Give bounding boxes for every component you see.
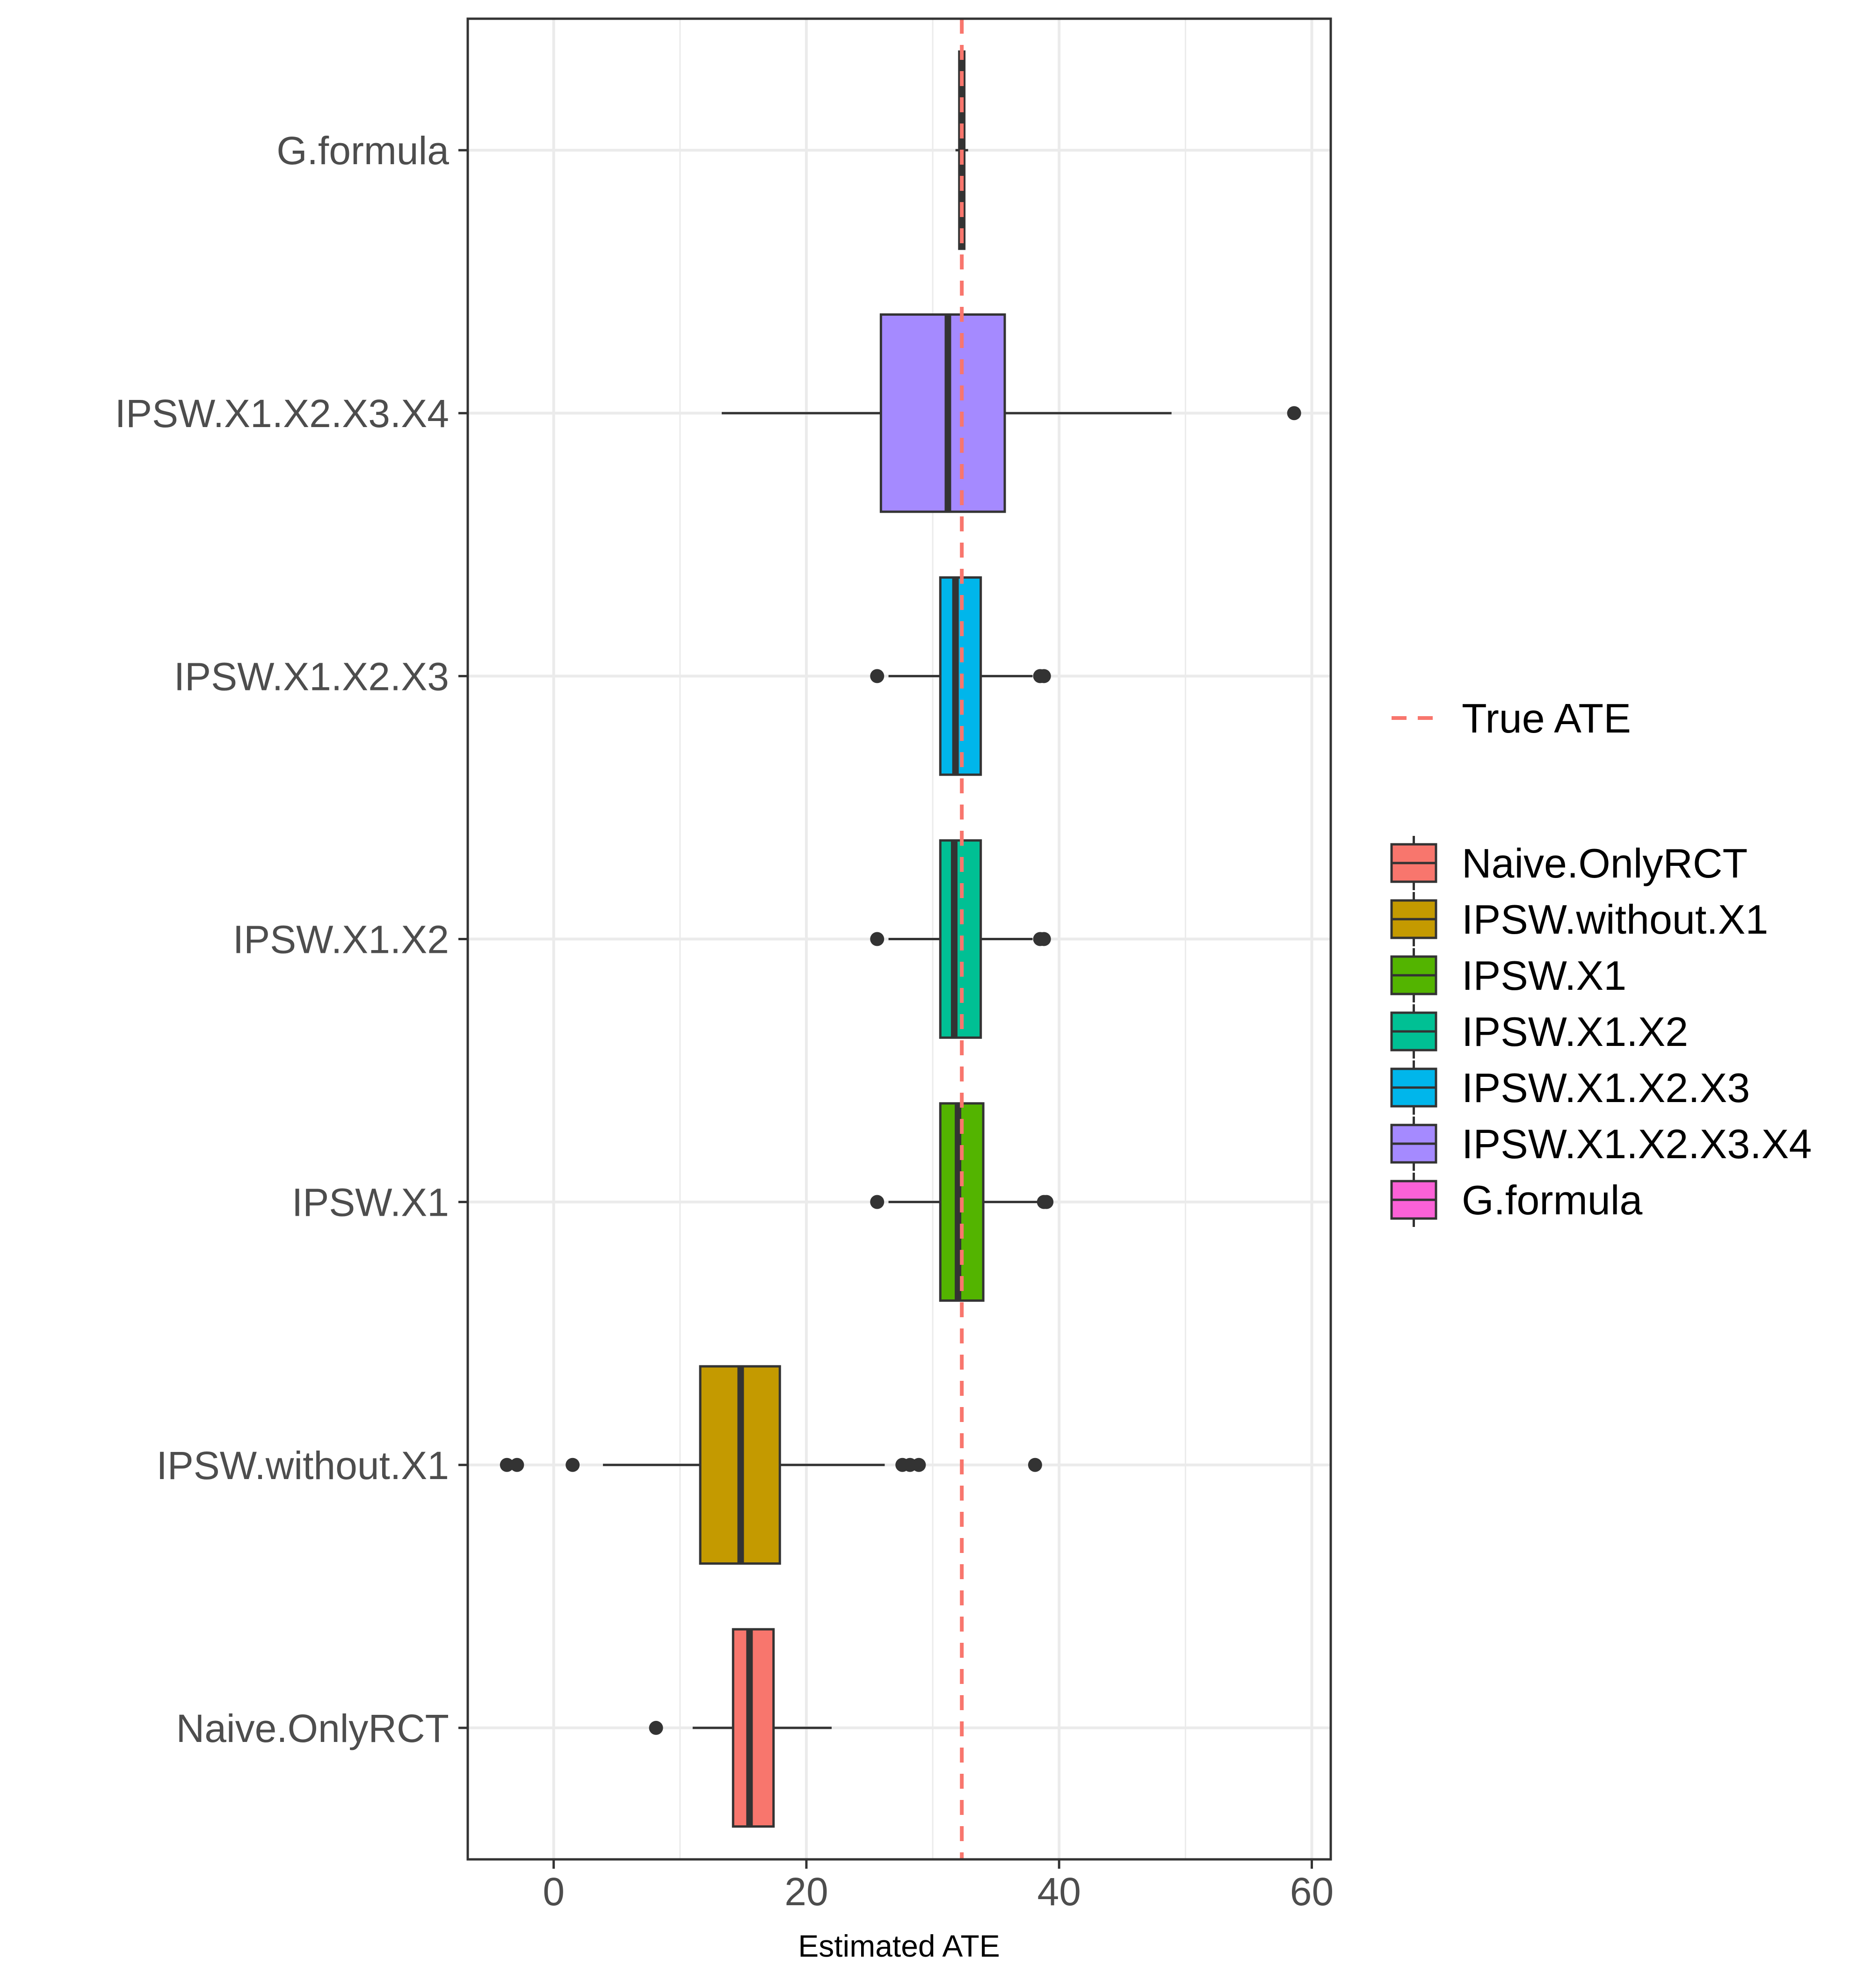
x-tick-label: 20 <box>784 1870 828 1914</box>
box-IPSW.without.X1 <box>500 1365 1042 1565</box>
y-tick-label: IPSW.X1.X2.X3 <box>174 654 449 698</box>
legend-label: IPSW.X1.X2 <box>1462 1009 1688 1055</box>
legend-label: IPSW.X1.X2.X3 <box>1462 1065 1750 1111</box>
outlier-point <box>1028 1458 1042 1472</box>
outlier-point <box>870 669 885 683</box>
box-Naive.OnlyRCT <box>649 1628 832 1828</box>
box-body <box>879 313 1006 513</box>
legend-item-IPSW.X1.X2.X3.X4: IPSW.X1.X2.X3.X4 <box>1390 1117 1812 1171</box>
legend-item-IPSW.X1.X2: IPSW.X1.X2 <box>1390 1004 1688 1059</box>
outlier-point <box>649 1720 663 1735</box>
outlier-point <box>870 1195 885 1209</box>
outlier-point <box>1037 932 1051 946</box>
outlier-point <box>1287 406 1301 421</box>
legend-label: G.formula <box>1462 1177 1642 1223</box>
legend-item-IPSW.X1: IPSW.X1 <box>1390 948 1626 1002</box>
boxes <box>500 50 1301 1828</box>
legend-label: IPSW.X1 <box>1462 952 1626 999</box>
legend-label: IPSW.X1.X2.X3.X4 <box>1462 1121 1812 1167</box>
legend-label: IPSW.without.X1 <box>1462 896 1768 943</box>
y-tick-label: G.formula <box>276 129 449 173</box>
legend: True ATE Naive.OnlyRCT IPSW.without.X1 IPSW… <box>1390 695 1812 1227</box>
x-axis-title: Estimated ATE <box>798 1929 1000 1963</box>
y-tick-label: IPSW.X1.X2.X3.X4 <box>115 392 449 435</box>
y-tick-label: IPSW.without.X1 <box>156 1444 449 1487</box>
legend-item-G.formula: G.formula <box>1390 1173 1642 1227</box>
outlier-point <box>1037 669 1051 683</box>
legend-item-IPSW.X1.X2.X3: IPSW.X1.X2.X3 <box>1390 1060 1750 1115</box>
x-tick-label: 60 <box>1290 1870 1334 1914</box>
outlier-point <box>510 1458 524 1472</box>
legend-item-Naive.OnlyRCT: Naive.OnlyRCT <box>1390 836 1748 890</box>
box-IPSW.X1.X2.X3.X4 <box>721 313 1301 513</box>
outlier-point <box>912 1458 926 1472</box>
y-tick-label: IPSW.X1 <box>292 1181 449 1225</box>
x-tick-label: 40 <box>1037 1870 1081 1914</box>
outlier-point <box>870 932 885 946</box>
y-tick-label: Naive.OnlyRCT <box>176 1706 449 1750</box>
legend-label: Naive.OnlyRCT <box>1462 840 1748 886</box>
axes: 0 20 40 60 G.formula IPSW.X1.X2.X3.X4 IPSW.X1.… <box>115 129 1334 1914</box>
legend-item-IPSW.without.X1: IPSW.without.X1 <box>1390 892 1768 946</box>
y-tick-label: IPSW.X1.X2 <box>233 918 449 962</box>
outlier-point <box>566 1458 580 1472</box>
x-tick-label: 0 <box>543 1870 565 1914</box>
outlier-point <box>500 1458 514 1472</box>
legend-label-true-ate: True ATE <box>1462 695 1631 741</box>
outlier-point <box>1039 1195 1054 1209</box>
box-IPSW.X1.X2.X3 <box>870 576 1051 776</box>
box-body <box>732 1628 775 1828</box>
